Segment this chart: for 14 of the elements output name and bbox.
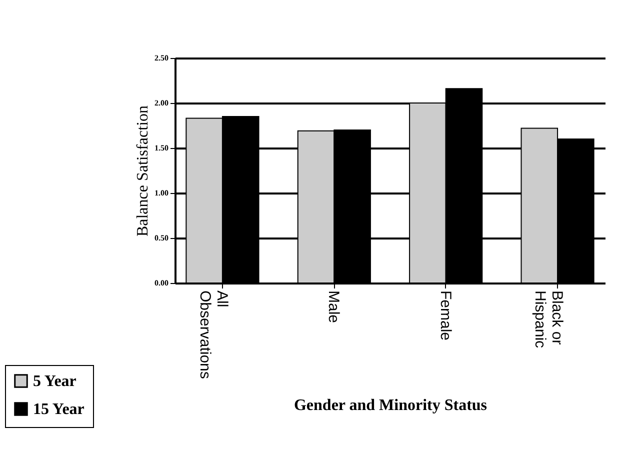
x-tick-label: Female	[436, 290, 454, 341]
x-tick-label: Male	[325, 290, 342, 324]
y-tick-label: 1.50	[154, 144, 168, 152]
legend-label: 5 Year	[33, 373, 76, 390]
y-axis-title: Balance Satisfaction	[134, 105, 152, 237]
x-tick-label: All Observations	[196, 290, 230, 379]
y-tick-label: 0.50	[154, 234, 168, 242]
legend-label: 15 Year	[33, 401, 84, 418]
x-axis-title: Gender and Minority Status	[294, 396, 488, 414]
x-tick-label: Black or Hispanic	[532, 290, 566, 349]
y-tick-label: 2.00	[154, 98, 168, 108]
y-tick-label: 2.50	[154, 54, 168, 62]
y-tick-label: 1.00	[154, 188, 168, 198]
y-tick-label: 0.00	[154, 278, 168, 288]
